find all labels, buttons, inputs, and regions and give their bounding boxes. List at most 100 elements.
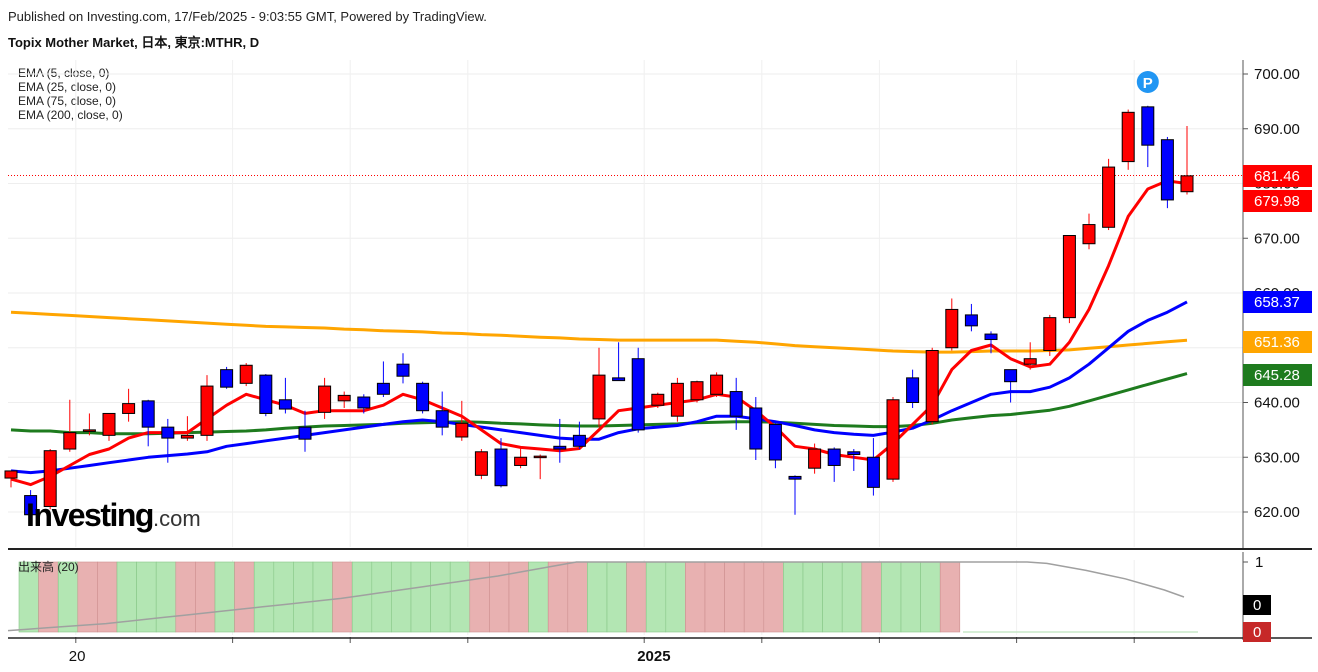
candle [1121,109,1135,170]
price-tag-bg [1243,165,1312,187]
candle [651,392,665,408]
price-tag-bg [1243,364,1312,386]
candle [82,413,96,436]
candle [376,361,390,398]
candle-body [298,426,312,440]
candle-body [474,451,488,476]
volume-bar [920,561,941,633]
volume-bar [587,561,608,633]
volume-bar [293,561,314,633]
volume-bar [155,561,177,633]
volume-bar [861,561,882,633]
volume-bar [783,561,804,633]
price-tag-bg [1243,331,1312,353]
investing-logo: Investing.com [26,497,201,534]
legend-ema25: EMA (25, close, 0) [18,80,117,94]
candle [180,416,194,441]
price-tag: 651.36 [1243,331,1312,353]
candle-body [729,391,743,417]
candle-body [945,308,959,349]
y-tick-label: 630.00 [1254,449,1300,466]
candle [788,475,802,515]
candlesticks [4,105,1194,526]
volume-panel [7,561,1198,633]
y-tick-label: 620.00 [1254,504,1300,521]
p-marker-label: P [1143,75,1153,92]
legend-ema200: EMA (200, close, 0) [18,108,123,122]
volume-bar [97,561,118,633]
candle [514,446,528,469]
candle-body [63,432,77,450]
volume-value-tag: 0 [1243,622,1271,642]
volume-bar [214,561,235,633]
published-header: Published on Investing.com, 17/Feb/2025 … [8,9,487,24]
volume-tag-label: 0 [1253,624,1261,641]
candle-body [4,470,18,479]
candle [886,397,900,482]
volume-bar [391,561,412,633]
candle [808,443,822,474]
candle [1102,158,1116,231]
candle [4,470,18,488]
legend-ema5: EMA (5, close, 0) [18,66,110,80]
volume-bar [626,561,647,633]
volume-bar [528,561,549,633]
candle [612,342,626,382]
candle [592,347,606,428]
candle-body [122,403,136,414]
candle [866,438,880,496]
x-tick-label: 2025 [637,648,670,665]
volume-bar [136,561,157,633]
candle-body [455,422,469,438]
volume-bar [822,561,843,633]
candle [278,377,292,414]
candle-body [553,445,567,450]
price-tag: 681.46 [1243,165,1312,187]
price-tag-label: 645.28 [1254,367,1300,384]
candle-body [1004,369,1018,383]
volume-y-tick-label: 1 [1255,554,1263,571]
symbol-title: Topix Mother Market, 日本, 東京:MTHR, D [8,35,260,50]
volume-bar [567,561,588,633]
candle-body [1023,358,1037,365]
candle-body [631,358,645,431]
candle-body [612,377,626,382]
candle [1043,314,1057,356]
candle [63,399,77,452]
candle [318,377,332,419]
x-tick-label: 20 [69,648,86,665]
candle [670,377,684,422]
volume-bar [469,561,490,633]
candle [416,381,430,414]
candle-body [278,399,292,410]
candle [396,353,410,384]
candle [455,400,469,441]
candle-body [376,382,390,395]
candle-body [494,448,508,487]
volume-bar [645,561,667,633]
volume-bar [841,561,863,633]
candle-body [1082,224,1096,245]
volume-bar [371,561,392,633]
candle [749,397,763,460]
volume-bar [430,561,451,633]
candle [945,298,959,351]
candle [239,363,253,387]
candle [259,374,273,417]
p-marker-circle [1136,71,1159,93]
volume-bar [685,561,706,633]
candle [298,410,312,452]
volume-bar [881,561,902,633]
price-tag-bg [1243,190,1312,212]
candle [1062,235,1076,324]
candle-body [102,412,116,436]
logo-suffix: .com [152,506,201,531]
candle-body [24,495,38,516]
logo-brand: Investing [26,497,154,533]
price-tag-label: 681.46 [1254,168,1300,185]
candle-body [396,363,410,377]
chart-axes: 620.00630.00640.00650.00660.00670.00680.… [8,60,1312,665]
candle-body [1102,166,1116,228]
volume-bar [743,561,765,633]
